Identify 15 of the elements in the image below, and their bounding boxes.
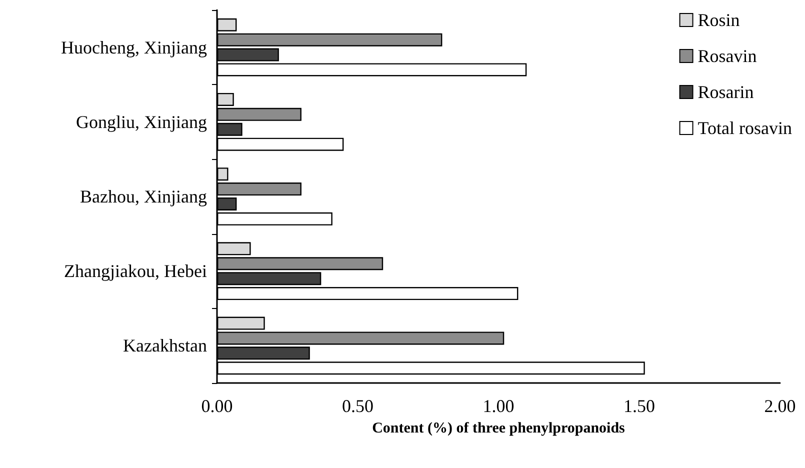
x-tick-label: 0.50 [342, 396, 374, 416]
x-tick-label: 1.50 [624, 396, 655, 416]
legend-label: Rosin [698, 10, 740, 30]
legend-label: Total rosavin [698, 118, 792, 138]
x-tick-label: 0.00 [201, 396, 233, 416]
y-tick-label: Huocheng, Xinjiang [61, 37, 207, 58]
x-tick-label: 2.00 [764, 396, 796, 416]
y-tick-label: Kazakhstan [123, 336, 207, 356]
y-tick-label: Gongliu, Xinjiang [76, 112, 207, 132]
x-axis-title: Content (%) of three phenylpropanoids [372, 420, 626, 436]
y-tick-label: Bazhou, Xinjiang [80, 186, 207, 206]
y-tick-label: Zhangjiakou, Hebei [64, 261, 207, 282]
legend-label: Rosarin [698, 82, 754, 102]
legend-label: Rosavin [698, 46, 757, 66]
x-tick-label: 1.00 [482, 396, 514, 416]
